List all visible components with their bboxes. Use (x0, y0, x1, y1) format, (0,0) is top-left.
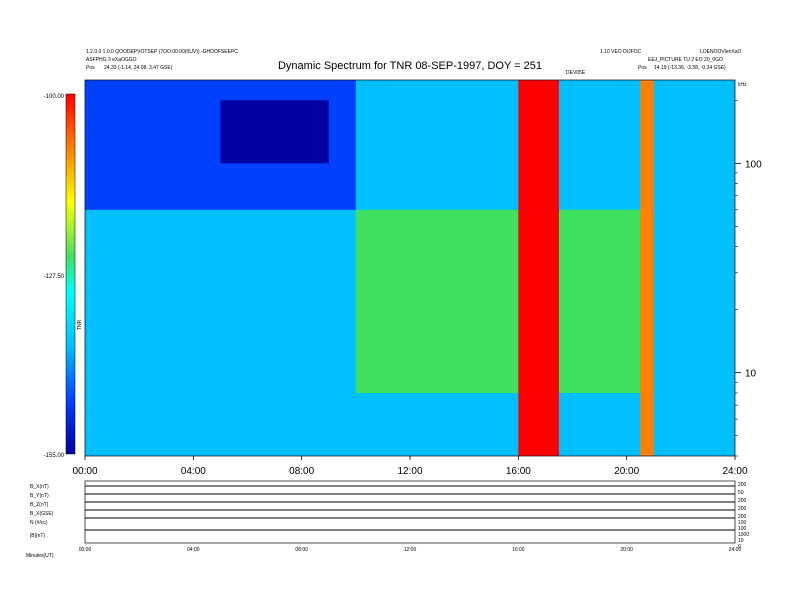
parameter-panels: 00:00 04:00 08:00 12:00 16:00 20:00 24:00 (79, 480, 742, 553)
panel-label-4: B_X(GSE) (30, 511, 54, 517)
panels-frame (84, 480, 736, 544)
panel-right-tick-9: 10 (738, 538, 744, 544)
x-tick-label-3: 08:00 (289, 466, 314, 477)
colorbar-tick-top: -100.00 (44, 94, 65, 100)
x-tick-label-6: 20:00 (614, 466, 639, 477)
panel-right-tick-2: 50 (738, 490, 744, 496)
panel-x-tick-2: 04:00 (187, 547, 200, 553)
panel-right-tick-4: 200 (738, 506, 747, 512)
footer-label: Minutes(UT) (26, 553, 54, 559)
panel-right-tick-1: 200 (738, 482, 747, 488)
spectrogram (85, 80, 735, 456)
header-right-line1b: LOENOOVlenXaO (700, 49, 742, 55)
panel-label-3: B_Z(nT) (30, 502, 49, 508)
colorbar (65, 93, 76, 455)
colorbar-tick-bottom: -155.00 (44, 453, 65, 459)
x-tick-label-1: 00:00 (72, 466, 97, 477)
panel-right-tick-3: 200 (738, 498, 747, 504)
intensity-region-6 (640, 80, 654, 456)
intensity-region-3 (220, 100, 329, 164)
intensity-region-4 (355, 209, 654, 393)
x-tick-label-7: 24:00 (722, 466, 747, 477)
y-axis: 10 100 (735, 99, 762, 457)
panel-right-tick-7: 100 (738, 526, 747, 532)
x-axis: 00:00 04:00 08:00 12:00 16:00 20:00 24:00 (72, 456, 748, 477)
header-right-pos-value: 14.19 (-13.36, -3.58, -0.34 GSE) (654, 65, 726, 71)
panel-x-tick-3: 08:00 (295, 547, 308, 553)
khz-label: kHz (738, 82, 747, 88)
panel-x-tick-6: 20:00 (620, 547, 633, 553)
chart-title: Dynamic Spectrum for TNR 08-SEP-1997, DO… (278, 60, 542, 72)
header-left-line2: ASFPHG 3 eXaOGGO (86, 57, 137, 63)
panel-x-tick-4: 12:00 (404, 547, 417, 553)
panel-label-1: B_X(nT) (30, 484, 49, 490)
panel-right-tick-5: 200 (738, 514, 747, 520)
panel-label-2: B_Y(nT) (30, 493, 49, 499)
x-tick-label-2: 04:00 (181, 466, 206, 477)
panel-right-tick-10: 0 (738, 544, 741, 550)
mid-label: DEV05E (566, 70, 586, 76)
panel-label-5: N (#/cc) (30, 520, 48, 526)
panel-right-tick-6: 100 (738, 520, 747, 526)
header-right-line1: 1.10 VEO DIJFOC (600, 49, 642, 55)
intensity-region-5 (518, 80, 559, 456)
panel-x-tick-1: 00:00 (79, 547, 92, 553)
panel-label-6: |B|(nT) (30, 533, 45, 539)
colorbar-tick-mid: -127.50 (44, 274, 65, 280)
header-left-line1: 1.2.0.0 1.0.0 QOODEPVOTSEP (7OO:00:00(0U… (86, 49, 238, 55)
y-tick-label-2: 100 (745, 159, 762, 170)
header-left-pos-label: Pos (86, 65, 95, 71)
colorbar-label: TNR (77, 319, 83, 330)
x-tick-label-5: 16:00 (506, 466, 531, 477)
header-right-line2: EEJ_PICTURE TU 2 EO 20_0GO (648, 57, 723, 63)
y-tick-label-1: 10 (745, 369, 757, 380)
x-tick-label-4: 12:00 (397, 466, 422, 477)
panel-x-tick-7: 24:00 (729, 547, 742, 553)
header-left-pos-value: 24.33 (-1.14, 24.08, 3.47 GSE) (104, 65, 173, 71)
panel-x-tick-5: 16:00 (512, 547, 525, 553)
panel-right-tick-8: 1000 (738, 532, 749, 538)
header-right-pos-label: Pos (638, 65, 647, 71)
